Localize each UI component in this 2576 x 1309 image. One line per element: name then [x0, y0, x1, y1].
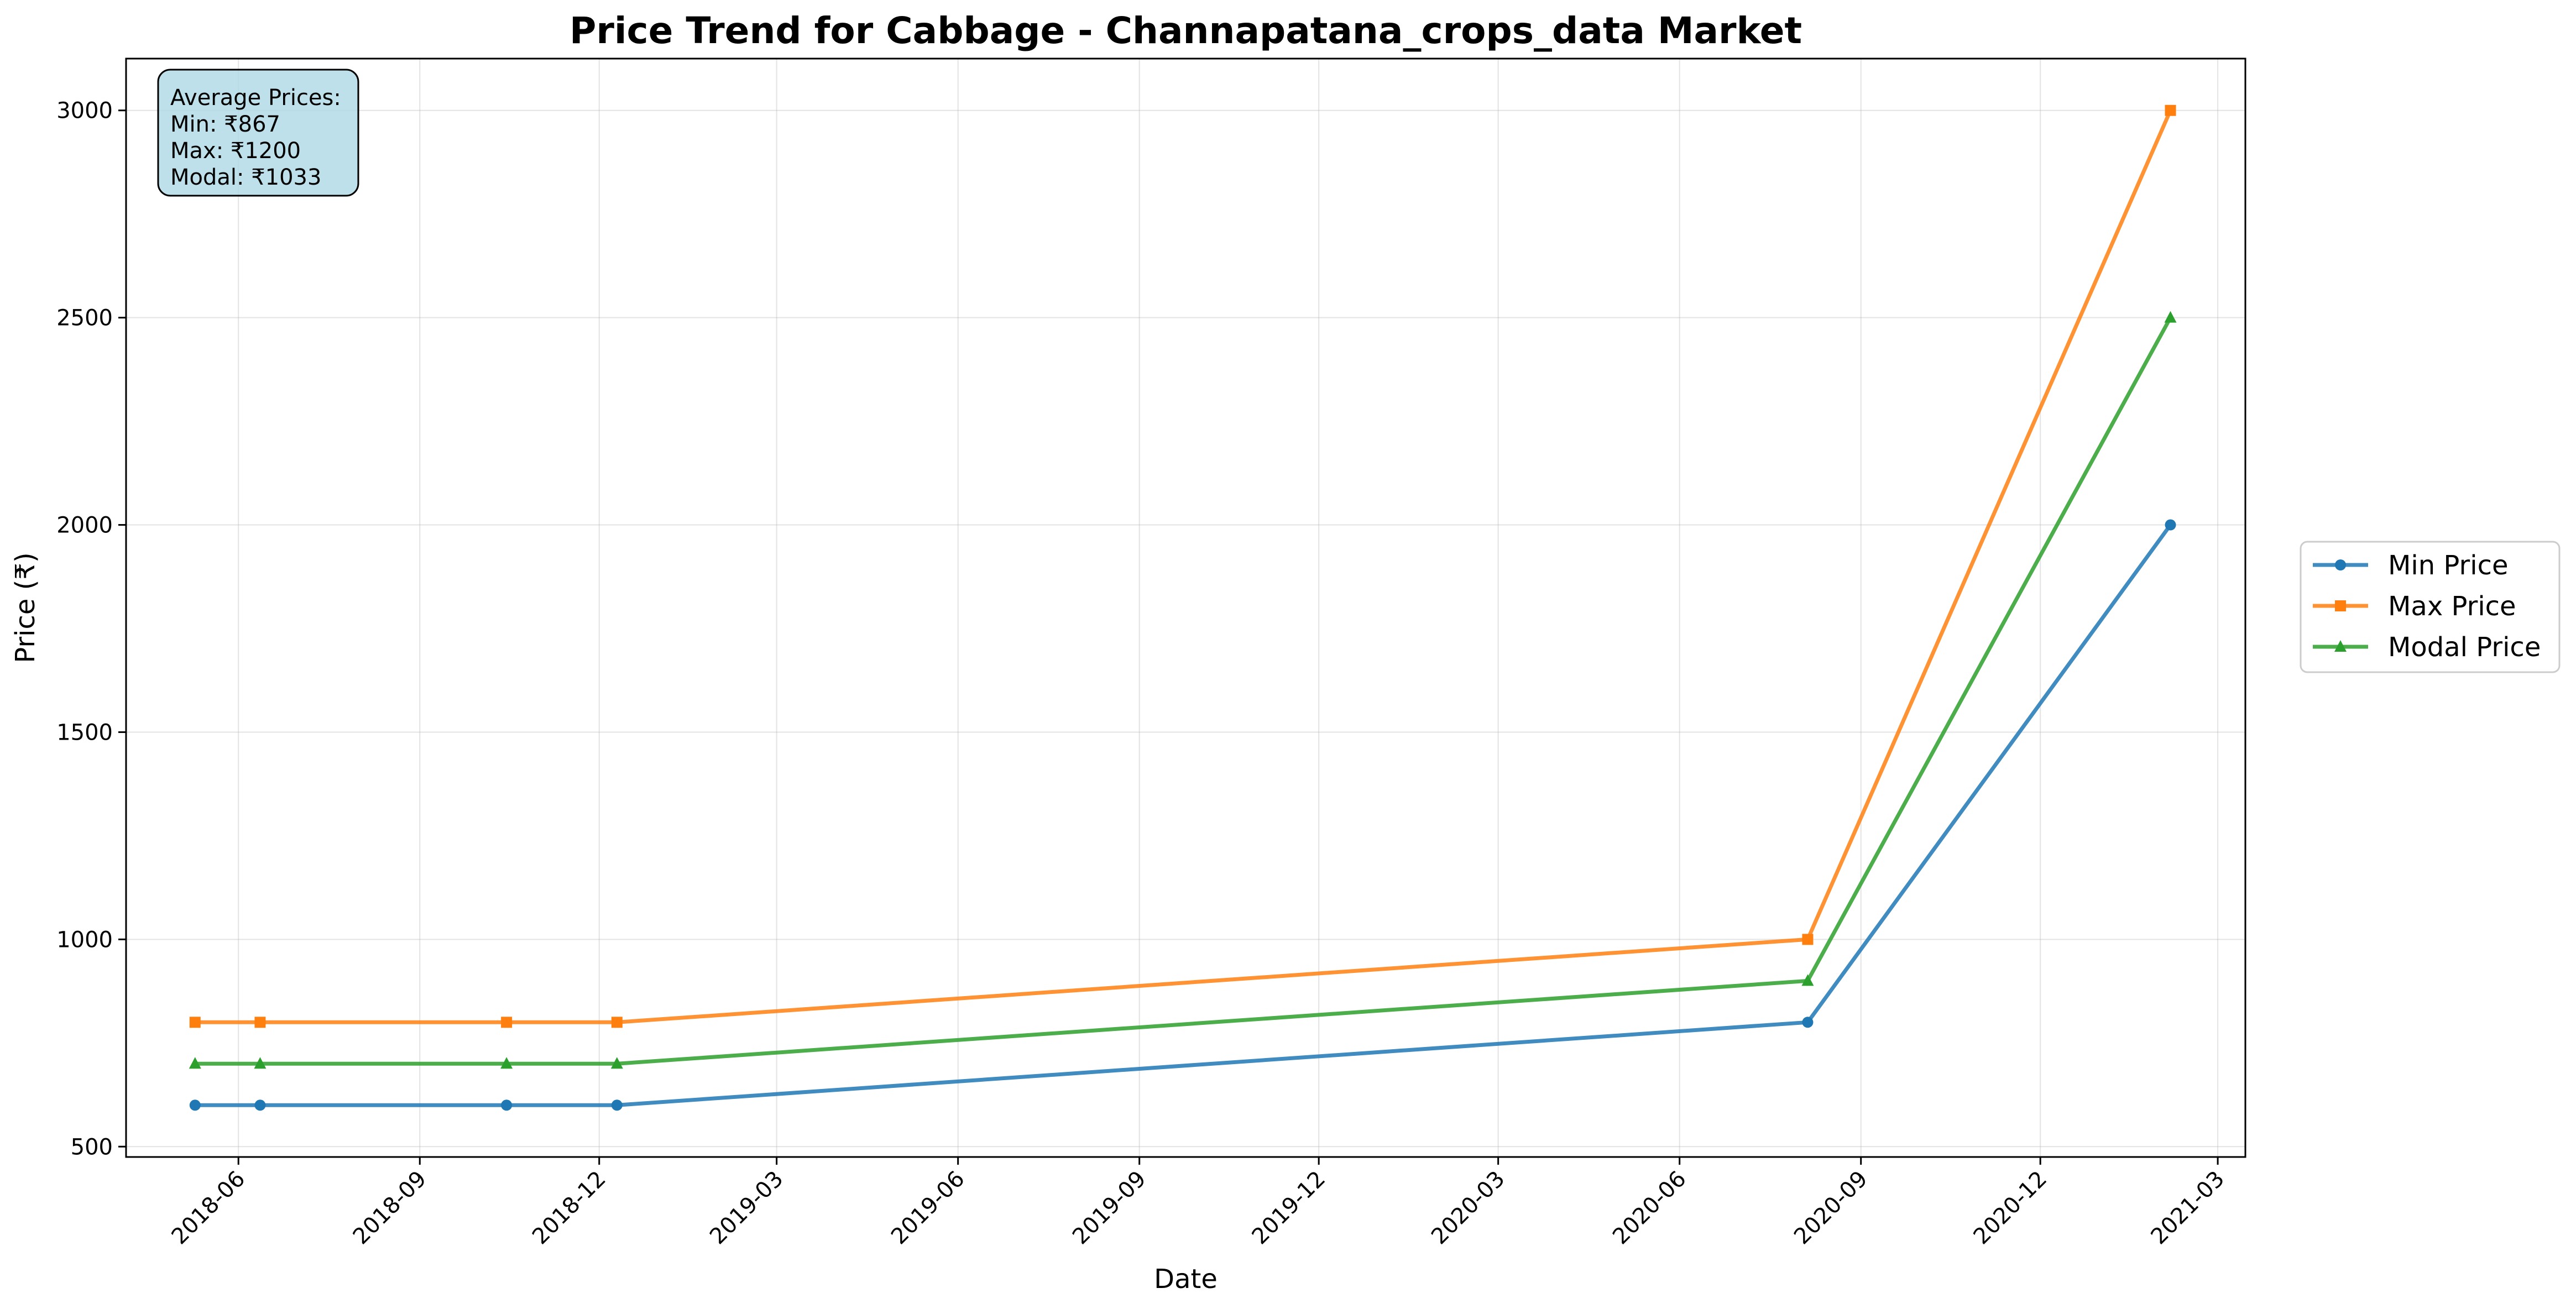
x-tick-label: 2020-09 [1789, 1166, 1873, 1250]
x-tick-label: 2019-03 [705, 1166, 788, 1250]
max-price-point [1802, 934, 1814, 945]
min-price-line [195, 523, 2172, 1107]
min-price-point [1802, 1017, 1814, 1028]
y-axis-label: Price (₹) [10, 552, 41, 663]
modal-price-series [189, 311, 2177, 1069]
legend-marker [2335, 559, 2346, 570]
series-layer [189, 104, 2177, 1111]
min-price-series [189, 519, 2176, 1111]
stats-line: Max: ₹1200 [170, 138, 301, 164]
legend-item-min-price: Min Price [2313, 550, 2509, 581]
modal-price-line [195, 316, 2172, 1066]
min-price-point [189, 1099, 201, 1111]
x-tick-label: 2020-06 [1608, 1166, 1691, 1250]
max-price-point [189, 1017, 201, 1028]
modal-price-point [189, 1057, 201, 1069]
min-price-point [501, 1099, 513, 1111]
plot-frame [125, 57, 2246, 1158]
legend: Min Price Max Price Modal Price [2300, 541, 2561, 673]
legend-label: Max Price [2388, 591, 2516, 622]
legend-label: Modal Price [2388, 632, 2541, 663]
x-tick-label: 2020-12 [1969, 1166, 2052, 1250]
legend-item-modal-price: Modal Price [2313, 632, 2541, 663]
max-price-point [254, 1017, 266, 1028]
y-tick-label: 1500 [56, 720, 113, 745]
max-price-point [611, 1017, 623, 1028]
x-tick-label: 2020-03 [1427, 1166, 1510, 1250]
y-tick-label: 2500 [56, 306, 113, 331]
max-price-point [501, 1017, 513, 1028]
stats-line: Min: ₹867 [170, 112, 280, 137]
modal-price-point [610, 1057, 623, 1069]
max-price-line [195, 109, 2172, 1024]
x-tick-label: 2019-06 [886, 1166, 970, 1250]
grid-lines [126, 59, 2245, 1157]
legend-marker [2334, 640, 2347, 652]
legend-frame [2300, 541, 2561, 673]
stats-line: Modal: ₹1033 [170, 165, 321, 190]
max-price-series [189, 104, 2176, 1028]
x-tick-label: 2018-06 [167, 1166, 250, 1250]
min-price-point [254, 1099, 266, 1111]
y-tick-label: 500 [71, 1134, 113, 1160]
max-price-point [2165, 104, 2176, 116]
y-tick-label: 2000 [56, 513, 113, 538]
legend-item-max-price: Max Price [2313, 591, 2516, 622]
modal-price-point [500, 1057, 513, 1069]
legend-label: Min Price [2388, 550, 2509, 581]
chart-title: Price Trend for Cabbage - Channapatana_c… [569, 9, 1802, 52]
stats-box-background [157, 69, 359, 197]
modal-price-point [1801, 974, 1814, 986]
x-tick-label: 2018-12 [527, 1166, 611, 1250]
modal-price-point [2164, 311, 2177, 323]
x-axis-label: Date [1154, 1264, 1218, 1295]
axis-ticks: 500 1000 1500 2000 2500 3000 2018-06 2018-09 201… [56, 98, 2229, 1250]
x-tick-label: 2019-09 [1068, 1166, 1151, 1250]
x-tick-label: 2019-12 [1247, 1166, 1331, 1250]
stats-line: Average Prices: [170, 85, 341, 111]
min-price-point [611, 1099, 623, 1111]
y-tick-label: 3000 [56, 98, 113, 124]
modal-price-point [254, 1057, 267, 1069]
x-tick-label: 2021-03 [2146, 1166, 2229, 1250]
y-tick-label: 1000 [56, 927, 113, 952]
legend-marker [2335, 600, 2346, 611]
min-price-point [2165, 519, 2176, 531]
x-tick-label: 2018-09 [348, 1166, 432, 1250]
